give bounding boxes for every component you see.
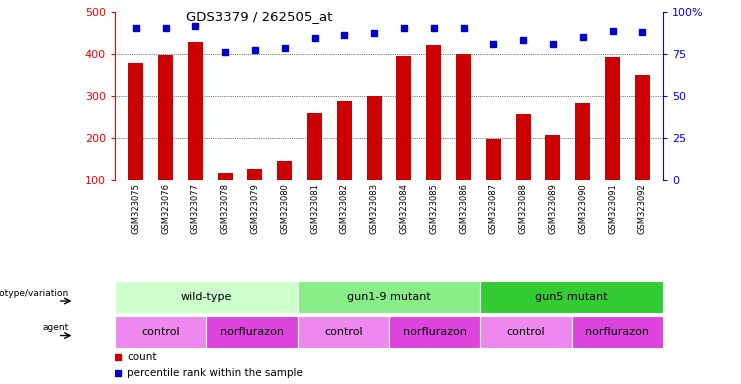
Bar [158,55,173,180]
Bar [389,316,480,348]
Bar [128,63,143,180]
Text: norflurazon: norflurazon [585,327,650,337]
Text: control: control [507,327,545,337]
Bar [545,135,560,180]
Bar [605,57,620,180]
Bar [480,316,572,348]
Bar [188,42,203,180]
Bar [456,54,471,180]
Bar [247,169,262,180]
Text: gun5 mutant: gun5 mutant [536,292,608,302]
Text: genotype/variation: genotype/variation [0,289,69,298]
Text: norflurazon: norflurazon [220,327,284,337]
Text: gun1-9 mutant: gun1-9 mutant [347,292,431,302]
Text: wild-type: wild-type [181,292,232,302]
Bar [635,75,650,180]
Bar [115,281,298,313]
Bar [298,316,389,348]
Bar [277,161,292,180]
Bar [396,56,411,180]
Bar [367,96,382,180]
Bar [516,114,531,180]
Bar [480,281,663,313]
Bar [337,101,352,180]
Text: agent: agent [43,323,69,333]
Text: GDS3379 / 262505_at: GDS3379 / 262505_at [186,10,333,23]
Text: control: control [324,327,362,337]
Bar [575,103,590,180]
Text: norflurazon: norflurazon [402,327,467,337]
Bar [206,316,298,348]
Bar [218,173,233,180]
Text: percentile rank within the sample: percentile rank within the sample [127,368,303,378]
Bar [572,316,663,348]
Bar [298,281,480,313]
Text: control: control [142,327,180,337]
Bar [486,139,501,180]
Text: count: count [127,353,156,362]
Bar [115,316,206,348]
Bar [307,113,322,180]
Bar [426,45,441,180]
